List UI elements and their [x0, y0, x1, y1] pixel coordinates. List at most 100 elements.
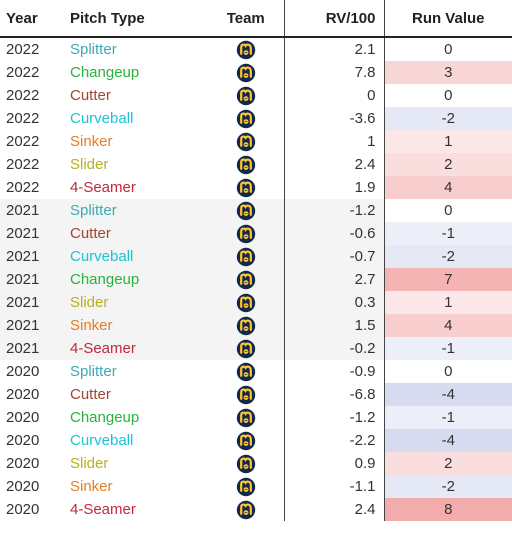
team-cell [208, 245, 284, 268]
table-row: 2022 Slider 2.4 2 [0, 153, 512, 176]
run-value-cell: 1 [383, 130, 512, 153]
run-value-cell: -1 [383, 222, 512, 245]
brewers-logo-icon [236, 40, 256, 60]
rv100-cell: 1.9 [283, 176, 384, 199]
pitch-type-cell: Cutter [62, 222, 208, 245]
brewers-logo-icon [236, 339, 256, 359]
table-row: 2021 Cutter -0.6 -1 [0, 222, 512, 245]
year-cell: 2022 [6, 156, 40, 173]
pitch-type-cell: Changeup [70, 64, 140, 81]
team-cell [208, 360, 284, 383]
team-cell [208, 61, 284, 84]
year-cell: 2020 [6, 478, 40, 495]
table-row: 2021 Splitter -1.2 0 [0, 199, 512, 222]
pitch-type-cell: Changeup [70, 409, 140, 426]
team-cell [208, 130, 284, 153]
pitch-type-cell: Cutter [70, 386, 111, 403]
year-cell: 2021 [0, 245, 62, 268]
team-cell [208, 429, 284, 452]
run-value-cell: 0 [383, 37, 512, 61]
run-value-cell: 2 [383, 153, 512, 176]
brewers-logo-icon [236, 247, 256, 267]
rv100-cell: -1.1 [283, 475, 384, 498]
brewers-logo-icon [236, 293, 256, 313]
team-cell [208, 498, 284, 521]
table-row: 2020 Splitter -0.9 0 [0, 360, 512, 383]
year-cell: 2020 [6, 386, 40, 403]
header-rv100[interactable]: RV/100 [283, 0, 384, 38]
rv100-cell: 0.3 [283, 291, 384, 314]
run-value-cell: 0 [383, 84, 512, 107]
year-cell: 2022 [6, 110, 40, 127]
year-cell: 2020 [6, 432, 40, 449]
rv100-cell: -0.9 [283, 360, 384, 383]
team-cell [208, 314, 284, 337]
table-body: 2022 Splitter 2.1 0 2022 Changeup 7.8 3 2022 Cutt… [0, 37, 512, 521]
year-cell: 2021 [0, 337, 62, 360]
team-cell [208, 291, 284, 314]
team-cell [208, 268, 284, 291]
brewers-logo-icon [236, 500, 256, 520]
rv100-cell: 0 [283, 84, 384, 107]
run-value-cell: 7 [383, 268, 512, 291]
team-cell [208, 475, 284, 498]
rv100-cell: 2.4 [283, 153, 384, 176]
rv100-cell: -0.6 [283, 222, 384, 245]
team-cell [208, 199, 284, 222]
table-row: 2022 Cutter 0 0 [0, 84, 512, 107]
brewers-logo-icon [236, 270, 256, 290]
team-cell [208, 337, 284, 360]
pitch-type-cell: Curveball [62, 245, 208, 268]
year-cell: 2022 [6, 133, 40, 150]
table-row: 2021 Sinker 1.5 4 [0, 314, 512, 337]
table-row: 2022 Splitter 2.1 0 [0, 37, 512, 61]
year-cell: 2020 [6, 363, 40, 380]
run-value-cell: -1 [383, 337, 512, 360]
run-value-cell: 4 [383, 176, 512, 199]
team-cell [208, 153, 284, 176]
table-row: 2020 Slider 0.9 2 [0, 452, 512, 475]
pitch-run-value-table: Year Pitch Type Team RV/100 Run Value 20… [0, 0, 512, 521]
year-cell: 2022 [6, 64, 40, 81]
rv100-cell: -1.2 [283, 199, 384, 222]
year-cell: 2021 [0, 199, 62, 222]
pitch-type-cell: Curveball [70, 110, 134, 127]
table-row: 2021 Curveball -0.7 -2 [0, 245, 512, 268]
pitch-type-cell: Changeup [62, 268, 208, 291]
pitch-type-cell: Curveball [70, 432, 134, 449]
table-row: 2020 Cutter -6.8 -4 [0, 383, 512, 406]
header-pitch-type[interactable]: Pitch Type [62, 0, 208, 38]
brewers-logo-icon [236, 132, 256, 152]
year-cell: 2022 [6, 87, 40, 104]
team-cell [208, 176, 284, 199]
year-cell: 2020 [6, 455, 40, 472]
rv100-cell: 0.9 [283, 452, 384, 475]
rv100-cell: 2.7 [283, 268, 384, 291]
run-value-cell: -2 [383, 245, 512, 268]
pitch-type-cell: Splitter [70, 41, 117, 58]
header-team[interactable]: Team [208, 0, 284, 38]
header-row: Year Pitch Type Team RV/100 Run Value [0, 0, 512, 38]
header-run-value[interactable]: Run Value [383, 0, 512, 38]
header-year[interactable]: Year [0, 0, 62, 38]
brewers-logo-icon [236, 201, 256, 221]
table-row: 2022 Changeup 7.8 3 [0, 61, 512, 84]
brewers-logo-icon [236, 109, 256, 129]
brewers-logo-icon [236, 477, 256, 497]
team-cell [208, 84, 284, 107]
run-value-cell: -2 [383, 475, 512, 498]
year-cell: 2022 [6, 179, 40, 196]
pitch-type-cell: Slider [62, 291, 208, 314]
year-cell: 2020 [6, 409, 40, 426]
run-value-cell: -1 [383, 406, 512, 429]
brewers-logo-icon [236, 178, 256, 198]
run-value-cell: -4 [383, 429, 512, 452]
table-row: 2020 Sinker -1.1 -2 [0, 475, 512, 498]
team-cell [208, 222, 284, 245]
team-cell [208, 383, 284, 406]
pitch-type-cell: 4-Seamer [62, 337, 208, 360]
table-row: 2021 4-Seamer -0.2 -1 [0, 337, 512, 360]
run-value-cell: 3 [383, 61, 512, 84]
team-cell [208, 406, 284, 429]
rv100-cell: -3.6 [283, 107, 384, 130]
